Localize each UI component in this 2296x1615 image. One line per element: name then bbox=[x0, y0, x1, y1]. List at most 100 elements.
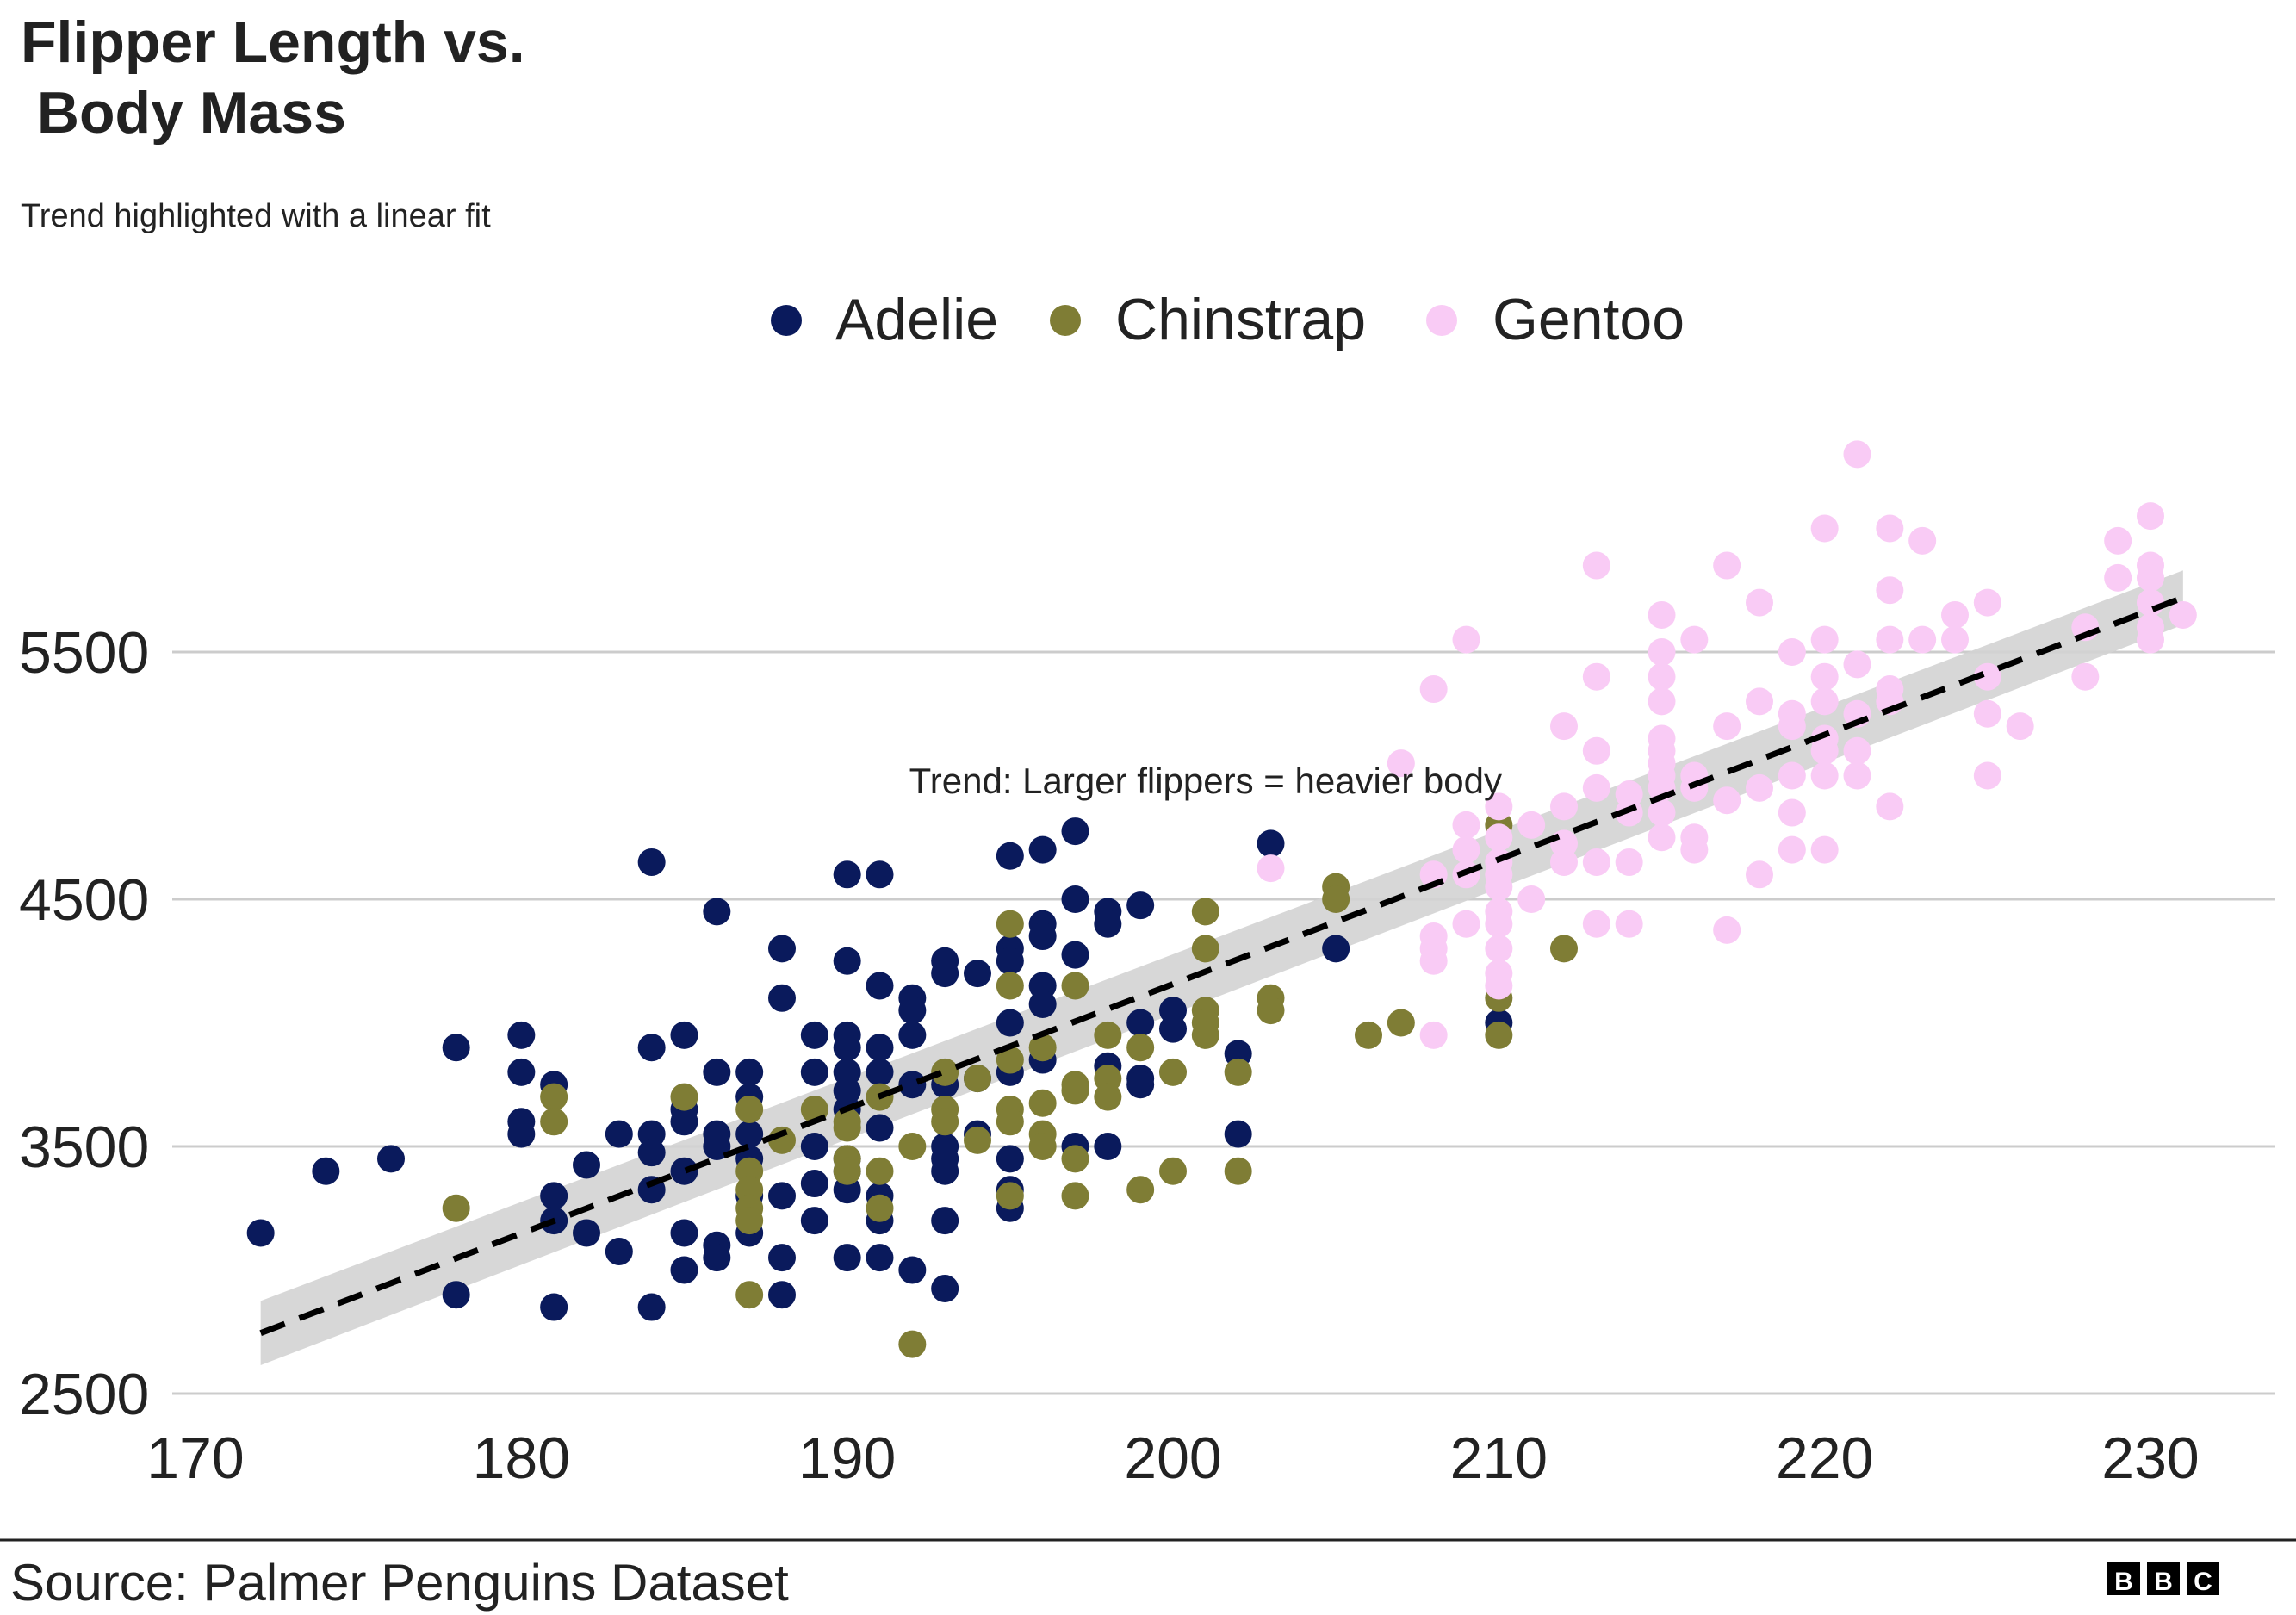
point-gentoo-92 bbox=[1973, 588, 2001, 617]
point-chinstrap-63 bbox=[1485, 1021, 1513, 1049]
point-gentoo-106 bbox=[2137, 625, 2164, 654]
point-adelie-29 bbox=[703, 898, 731, 926]
point-chinstrap-41 bbox=[1094, 1021, 1122, 1049]
point-adelie-8 bbox=[507, 1120, 536, 1148]
point-chinstrap-27 bbox=[996, 972, 1024, 1000]
bbc-logo-block-1 bbox=[2107, 1562, 2140, 1595]
point-gentoo-32 bbox=[1582, 773, 1610, 802]
point-chinstrap-40 bbox=[1061, 1182, 1089, 1210]
point-gentoo-99 bbox=[2104, 526, 2132, 555]
point-gentoo-40 bbox=[1648, 638, 1676, 666]
point-adelie-20 bbox=[637, 1139, 666, 1167]
point-adelie-4 bbox=[442, 1281, 470, 1309]
point-chinstrap-58 bbox=[1322, 885, 1350, 913]
point-adelie-3 bbox=[442, 1034, 470, 1062]
point-adelie-12 bbox=[540, 1293, 568, 1321]
point-gentoo-41 bbox=[1648, 662, 1676, 691]
y-axis-ticks: 2500 3500 4500 5500 bbox=[19, 620, 149, 1427]
point-adelie-46 bbox=[800, 1021, 828, 1049]
point-adelie-30 bbox=[703, 1058, 731, 1086]
x-tick-label-180: 180 bbox=[473, 1426, 570, 1491]
point-chinstrap-0 bbox=[442, 1194, 470, 1222]
x-tick-label-170: 170 bbox=[146, 1426, 244, 1491]
point-adelie-101 bbox=[1061, 885, 1089, 913]
point-adelie-80 bbox=[931, 1157, 959, 1185]
point-gentoo-25 bbox=[1550, 712, 1578, 741]
point-gentoo-71 bbox=[1810, 662, 1839, 691]
point-adelie-0 bbox=[246, 1219, 275, 1247]
point-chinstrap-26 bbox=[996, 910, 1024, 938]
point-gentoo-60 bbox=[1746, 687, 1773, 716]
point-gentoo-80 bbox=[1843, 736, 1871, 765]
point-chinstrap-46 bbox=[1159, 1058, 1187, 1086]
point-gentoo-2 bbox=[1419, 675, 1448, 704]
point-chinstrap-53 bbox=[1224, 1058, 1252, 1086]
point-chinstrap-32 bbox=[1028, 1034, 1057, 1062]
point-gentoo-33 bbox=[1582, 848, 1610, 876]
point-gentoo-101 bbox=[2137, 502, 2164, 531]
point-adelie-82 bbox=[931, 1275, 959, 1303]
chart-title-line-2: Body Mass bbox=[21, 80, 346, 146]
data-points bbox=[246, 440, 2197, 1358]
point-gentoo-100 bbox=[2104, 563, 2132, 592]
point-adelie-69 bbox=[866, 1244, 894, 1272]
point-adelie-35 bbox=[735, 1058, 764, 1086]
x-tick-label-220: 220 bbox=[1776, 1426, 1873, 1491]
point-chinstrap-36 bbox=[1061, 972, 1089, 1000]
point-gentoo-20 bbox=[1485, 935, 1513, 963]
point-gentoo-59 bbox=[1746, 588, 1773, 617]
legend-marker-gentoo bbox=[1426, 305, 1457, 336]
point-chinstrap-54 bbox=[1224, 1157, 1252, 1185]
trend-annotation: Trend: Larger flippers = heavier body bbox=[909, 761, 1502, 801]
point-gentoo-63 bbox=[1778, 638, 1806, 666]
point-chinstrap-18 bbox=[866, 1194, 894, 1222]
bbc-logo-letter-3: C bbox=[2194, 1568, 2212, 1596]
legend-label-gentoo: Gentoo bbox=[1492, 287, 1685, 352]
point-chinstrap-25 bbox=[964, 1126, 991, 1154]
point-adelie-5 bbox=[507, 1021, 536, 1049]
point-chinstrap-59 bbox=[1355, 1021, 1382, 1049]
point-adelie-10 bbox=[540, 1182, 568, 1210]
x-tick-label-200: 200 bbox=[1124, 1426, 1221, 1491]
point-chinstrap-2 bbox=[540, 1108, 568, 1136]
point-gentoo-38 bbox=[1615, 910, 1643, 938]
point-adelie-102 bbox=[1061, 941, 1089, 969]
point-gentoo-14 bbox=[1485, 823, 1513, 852]
point-gentoo-29 bbox=[1582, 551, 1610, 580]
point-chinstrap-1 bbox=[540, 1083, 568, 1111]
point-adelie-116 bbox=[1257, 829, 1285, 858]
point-gentoo-76 bbox=[1810, 835, 1839, 864]
point-gentoo-48 bbox=[1648, 798, 1676, 827]
point-gentoo-88 bbox=[1908, 526, 1937, 555]
point-gentoo-104 bbox=[2137, 588, 2164, 617]
point-chinstrap-9 bbox=[735, 1281, 764, 1309]
point-gentoo-10 bbox=[1452, 835, 1480, 864]
point-chinstrap-8 bbox=[735, 1207, 764, 1235]
point-gentoo-65 bbox=[1778, 712, 1806, 741]
bbc-logo-block-2 bbox=[2147, 1562, 2180, 1595]
point-chinstrap-21 bbox=[931, 1058, 959, 1086]
chart-subtitle: Trend highlighted with a linear fit bbox=[21, 198, 491, 234]
x-tick-label-230: 230 bbox=[2101, 1426, 2199, 1491]
point-chinstrap-13 bbox=[833, 1114, 861, 1142]
point-gentoo-9 bbox=[1452, 811, 1480, 839]
point-gentoo-0 bbox=[1257, 854, 1285, 883]
point-adelie-100 bbox=[1061, 817, 1089, 846]
point-gentoo-77 bbox=[1843, 440, 1871, 469]
point-adelie-48 bbox=[800, 1133, 828, 1160]
trend-line bbox=[259, 594, 2185, 1336]
point-gentoo-68 bbox=[1778, 835, 1806, 864]
point-adelie-15 bbox=[605, 1120, 633, 1148]
point-adelie-18 bbox=[637, 1034, 666, 1062]
point-gentoo-69 bbox=[1810, 514, 1839, 543]
point-adelie-25 bbox=[670, 1108, 698, 1136]
point-adelie-98 bbox=[1028, 990, 1057, 1018]
point-chinstrap-64 bbox=[1550, 935, 1578, 963]
point-chinstrap-47 bbox=[1159, 1157, 1187, 1185]
point-adelie-42 bbox=[768, 984, 796, 1012]
point-adelie-105 bbox=[1094, 910, 1122, 938]
point-gentoo-58 bbox=[1713, 916, 1741, 944]
point-chinstrap-30 bbox=[996, 1108, 1024, 1136]
point-chinstrap-60 bbox=[1387, 1009, 1415, 1037]
point-adelie-108 bbox=[1126, 891, 1155, 920]
